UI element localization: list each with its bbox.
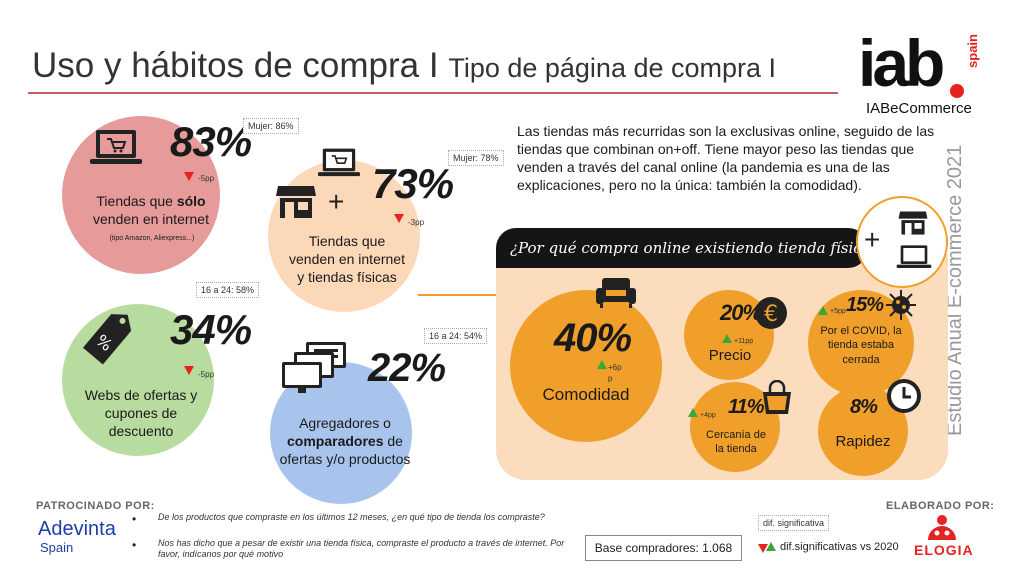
elogia-logo-mark xyxy=(928,515,956,540)
summary-text: Las tiendas más recurridas son la exclus… xyxy=(517,123,935,193)
virus-icon xyxy=(886,290,916,320)
reason-3-pct: 15% xyxy=(846,294,884,316)
increase-marker xyxy=(722,334,732,343)
sofa-icon xyxy=(596,278,636,308)
reason-4-change: +4pp xyxy=(700,412,716,419)
reason-3-change: +5pp xyxy=(830,308,846,315)
legend-significant-vs-2020: dif.significativas vs 2020 xyxy=(780,541,899,553)
reason-5-label: Rapidez xyxy=(835,433,891,450)
reason-3-label: Por el COVID, la tienda estaba cerrada xyxy=(820,325,902,366)
question-1: De los productos que compraste en los úl… xyxy=(158,512,545,522)
base-buyers: Base compradores: 1.068 xyxy=(585,535,742,561)
store-type-3-change: -5pp xyxy=(198,370,215,379)
store-type-4-pct: 22% xyxy=(368,346,446,390)
title-subtitle: Tipo de página de compra I xyxy=(448,53,777,83)
reasons-question: ¿Por qué compra online existiendo tienda… xyxy=(496,228,879,268)
shopping-bag-icon xyxy=(763,380,791,414)
shop-plus-laptop-badge xyxy=(856,196,948,288)
reason-1-pct: 40% xyxy=(554,316,632,360)
vertical-study-label: Estudio Anual E-commerce 2021 xyxy=(944,144,966,436)
store-type-2-note: Mujer: 78% xyxy=(448,150,504,166)
decrease-marker xyxy=(394,214,404,223)
connector-line xyxy=(418,294,498,296)
store-type-3-pct: 34% xyxy=(170,306,252,353)
elogia-logo: ELOGIA xyxy=(914,542,974,558)
discount-tag-icon: % xyxy=(82,314,132,365)
shop-icon xyxy=(898,211,928,235)
iab-logo-dot xyxy=(950,84,964,98)
iab-logo-spain: spain xyxy=(965,34,980,68)
reason-2-label: Precio xyxy=(708,347,752,364)
title-main: Uso y hábitos de compra I xyxy=(32,46,439,85)
reason-5-pct: 8% xyxy=(850,396,878,418)
increase-marker xyxy=(818,306,828,315)
reason-1-change: +6p p xyxy=(608,363,622,383)
monitors-icon xyxy=(282,342,346,393)
reason-4-pct: 11% xyxy=(728,396,765,418)
legend-significant: dif. significativa xyxy=(758,515,830,531)
decrease-marker xyxy=(184,172,194,181)
brand-tagline: IABeCommerce xyxy=(866,100,972,117)
store-type-online-only xyxy=(62,116,220,274)
question-2: Nos has dicho que a pesar de existir una… xyxy=(158,538,565,559)
increase-marker xyxy=(597,360,607,369)
legend-decrease-marker xyxy=(758,544,768,553)
made-by-label: ELABORADO POR: xyxy=(886,500,995,512)
store-type-1-sub: (tipo Amazon, Aliexpress...) xyxy=(109,235,195,242)
increase-marker xyxy=(688,408,698,417)
laptop-cart-icon xyxy=(90,130,142,164)
iab-logo: iab xyxy=(858,26,945,100)
store-type-3-label: Webs de ofertas y cupones de descuento xyxy=(84,387,198,440)
svg-text:€: € xyxy=(764,302,778,327)
laptop-cart-icon xyxy=(896,245,932,268)
reason-comfort xyxy=(510,290,662,442)
store-type-1-note: Mujer: 86% xyxy=(243,118,299,134)
reason-1-label: Comodidad xyxy=(542,385,630,404)
bullet-dot: • xyxy=(132,512,137,526)
reason-2-change: +11pp xyxy=(734,338,754,345)
page-title: Uso y hábitos de compra I Tipo de página… xyxy=(32,46,776,86)
plus-icon: + xyxy=(328,186,345,217)
euro-icon: € xyxy=(755,297,787,329)
store-type-4-note: 16 a 24: 54% xyxy=(424,328,488,344)
decrease-marker xyxy=(184,366,194,375)
store-type-1-change: -5pp xyxy=(198,174,215,183)
store-type-2-change: -3pp xyxy=(408,218,425,227)
bullet-dot: • xyxy=(132,538,137,552)
adevinta-logo: Adevinta xyxy=(38,518,116,540)
clock-icon xyxy=(887,379,921,413)
plus-icon: + xyxy=(864,224,881,255)
store-type-4-label: Agregadores o comparadores de ofertas y/… xyxy=(279,415,411,468)
legend-increase-marker xyxy=(766,542,776,551)
store-type-1-pct: 83% xyxy=(170,118,252,165)
store-type-2-pct: 73% xyxy=(372,160,454,207)
store-type-1-label: Tiendas que sólo venden en internet xyxy=(93,193,209,228)
sponsored-by-label: PATROCINADO POR: xyxy=(36,500,155,512)
laptop-cart-icon xyxy=(317,148,361,177)
store-type-omnichannel xyxy=(268,160,420,312)
store-type-3-note: 16 a 24: 58% xyxy=(196,282,260,298)
reason-4-label: Cercanía de la tienda xyxy=(706,429,766,456)
adevinta-logo-region: Spain xyxy=(40,540,74,555)
shop-icon xyxy=(276,186,316,218)
store-type-deals xyxy=(62,304,214,456)
title-underline xyxy=(28,92,838,94)
store-type-2-label: Tiendas que venden en internet y tiendas… xyxy=(289,233,405,286)
